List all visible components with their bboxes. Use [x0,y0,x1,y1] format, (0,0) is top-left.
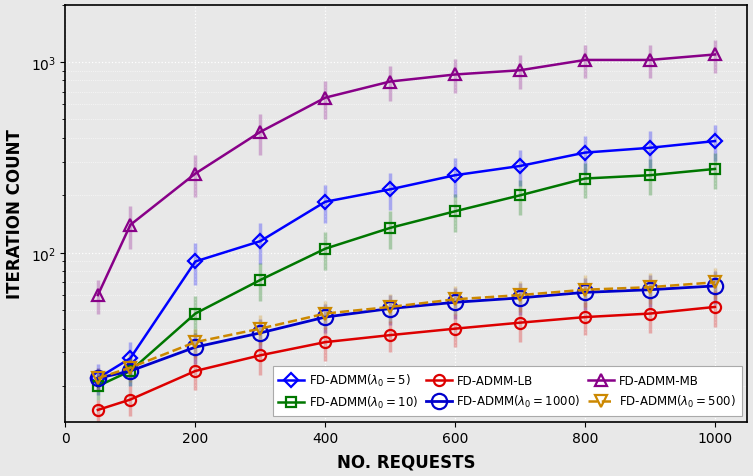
FD-ADMM-LB [710,305,719,310]
FD-ADMM-LB [321,339,330,345]
FD-ADMM-MB [93,293,102,298]
FD-ADMM($\lambda_0 = 1000$) [516,296,525,301]
FD-ADMM($\lambda_0 = 10$) [93,384,102,389]
FD-ADMM($\lambda_0 = 1000$) [710,284,719,289]
FD-ADMM-MB [450,72,459,78]
FD-ADMM($\lambda_0 = 5$) [386,187,395,193]
FD-ADMM($\lambda_0 = 10$) [321,246,330,252]
FD-ADMM($\lambda_0 = 1000$) [321,315,330,320]
FD-ADMM($\lambda_0 = 5$) [93,376,102,381]
FD-ADMM($\lambda_0 = 10$) [645,173,654,178]
FD-ADMM($\lambda_0 = 1000$) [645,287,654,293]
FD-ADMM($\lambda_0 = 10$) [191,311,200,317]
FD-ADMM($\lambda_0 = 5$) [450,173,459,178]
FD-ADMM($\lambda_0 = 500$) [256,326,265,332]
Legend: FD-ADMM($\lambda_0 = 5$), FD-ADMM($\lambda_0 = 10$), FD-ADMM-LB, FD-ADMM($\lambd: FD-ADMM($\lambda_0 = 5$), FD-ADMM($\lamb… [273,366,742,416]
FD-ADMM($\lambda_0 = 1000$) [126,368,135,374]
Line: FD-ADMM($\lambda_0 = 5$): FD-ADMM($\lambda_0 = 5$) [93,137,720,383]
FD-ADMM($\lambda_0 = 10$) [450,209,459,215]
FD-ADMM($\lambda_0 = 1000$) [581,290,590,296]
FD-ADMM($\lambda_0 = 500$) [386,305,395,310]
FD-ADMM-MB [321,96,330,101]
FD-ADMM($\lambda_0 = 10$) [581,176,590,182]
FD-ADMM-LB [126,397,135,403]
Line: FD-ADMM-MB: FD-ADMM-MB [92,49,721,302]
FD-ADMM-MB [645,58,654,64]
FD-ADMM-MB [516,68,525,74]
FD-ADMM-MB [256,130,265,136]
FD-ADMM($\lambda_0 = 1000$) [256,330,265,336]
X-axis label: NO. REQUESTS: NO. REQUESTS [337,453,476,470]
FD-ADMM($\lambda_0 = 10$) [256,278,265,283]
FD-ADMM($\lambda_0 = 10$) [126,368,135,374]
Y-axis label: ITERATION COUNT: ITERATION COUNT [5,129,23,298]
FD-ADMM($\lambda_0 = 500$) [581,287,590,293]
FD-ADMM($\lambda_0 = 10$) [516,193,525,199]
FD-ADMM($\lambda_0 = 10$) [386,226,395,231]
FD-ADMM($\lambda_0 = 500$) [516,293,525,298]
FD-ADMM($\lambda_0 = 500$) [450,297,459,303]
Line: FD-ADMM($\lambda_0 = 1000$): FD-ADMM($\lambda_0 = 1000$) [90,279,723,386]
FD-ADMM($\lambda_0 = 1000$) [450,300,459,306]
FD-ADMM($\lambda_0 = 500$) [126,365,135,371]
FD-ADMM-LB [93,407,102,413]
FD-ADMM($\lambda_0 = 10$) [710,167,719,172]
FD-ADMM-LB [645,311,654,317]
Line: FD-ADMM($\lambda_0 = 10$): FD-ADMM($\lambda_0 = 10$) [93,165,720,391]
FD-ADMM-MB [126,223,135,228]
FD-ADMM-LB [386,333,395,338]
FD-ADMM($\lambda_0 = 5$) [581,150,590,156]
FD-ADMM($\lambda_0 = 1000$) [93,376,102,381]
FD-ADMM-LB [191,368,200,374]
FD-ADMM-MB [581,58,590,64]
FD-ADMM($\lambda_0 = 5$) [126,356,135,361]
FD-ADMM-MB [191,171,200,177]
FD-ADMM-MB [386,79,395,85]
FD-ADMM($\lambda_0 = 5$) [516,164,525,169]
FD-ADMM($\lambda_0 = 500$) [191,339,200,345]
FD-ADMM($\lambda_0 = 500$) [645,285,654,290]
Line: FD-ADMM($\lambda_0 = 500$): FD-ADMM($\lambda_0 = 500$) [93,277,721,384]
Line: FD-ADMM-LB: FD-ADMM-LB [93,302,721,416]
FD-ADMM($\lambda_0 = 500$) [93,376,102,381]
FD-ADMM-LB [516,320,525,326]
FD-ADMM($\lambda_0 = 5$) [710,139,719,145]
FD-ADMM($\lambda_0 = 500$) [321,311,330,317]
FD-ADMM($\lambda_0 = 5$) [321,199,330,205]
FD-ADMM($\lambda_0 = 5$) [256,239,265,245]
FD-ADMM-LB [581,315,590,320]
FD-ADMM-MB [710,52,719,58]
FD-ADMM($\lambda_0 = 5$) [645,146,654,151]
FD-ADMM-LB [256,353,265,358]
FD-ADMM($\lambda_0 = 500$) [710,280,719,286]
FD-ADMM($\lambda_0 = 5$) [191,259,200,265]
FD-ADMM($\lambda_0 = 1000$) [191,345,200,350]
FD-ADMM($\lambda_0 = 1000$) [386,306,395,312]
FD-ADMM-LB [450,326,459,332]
